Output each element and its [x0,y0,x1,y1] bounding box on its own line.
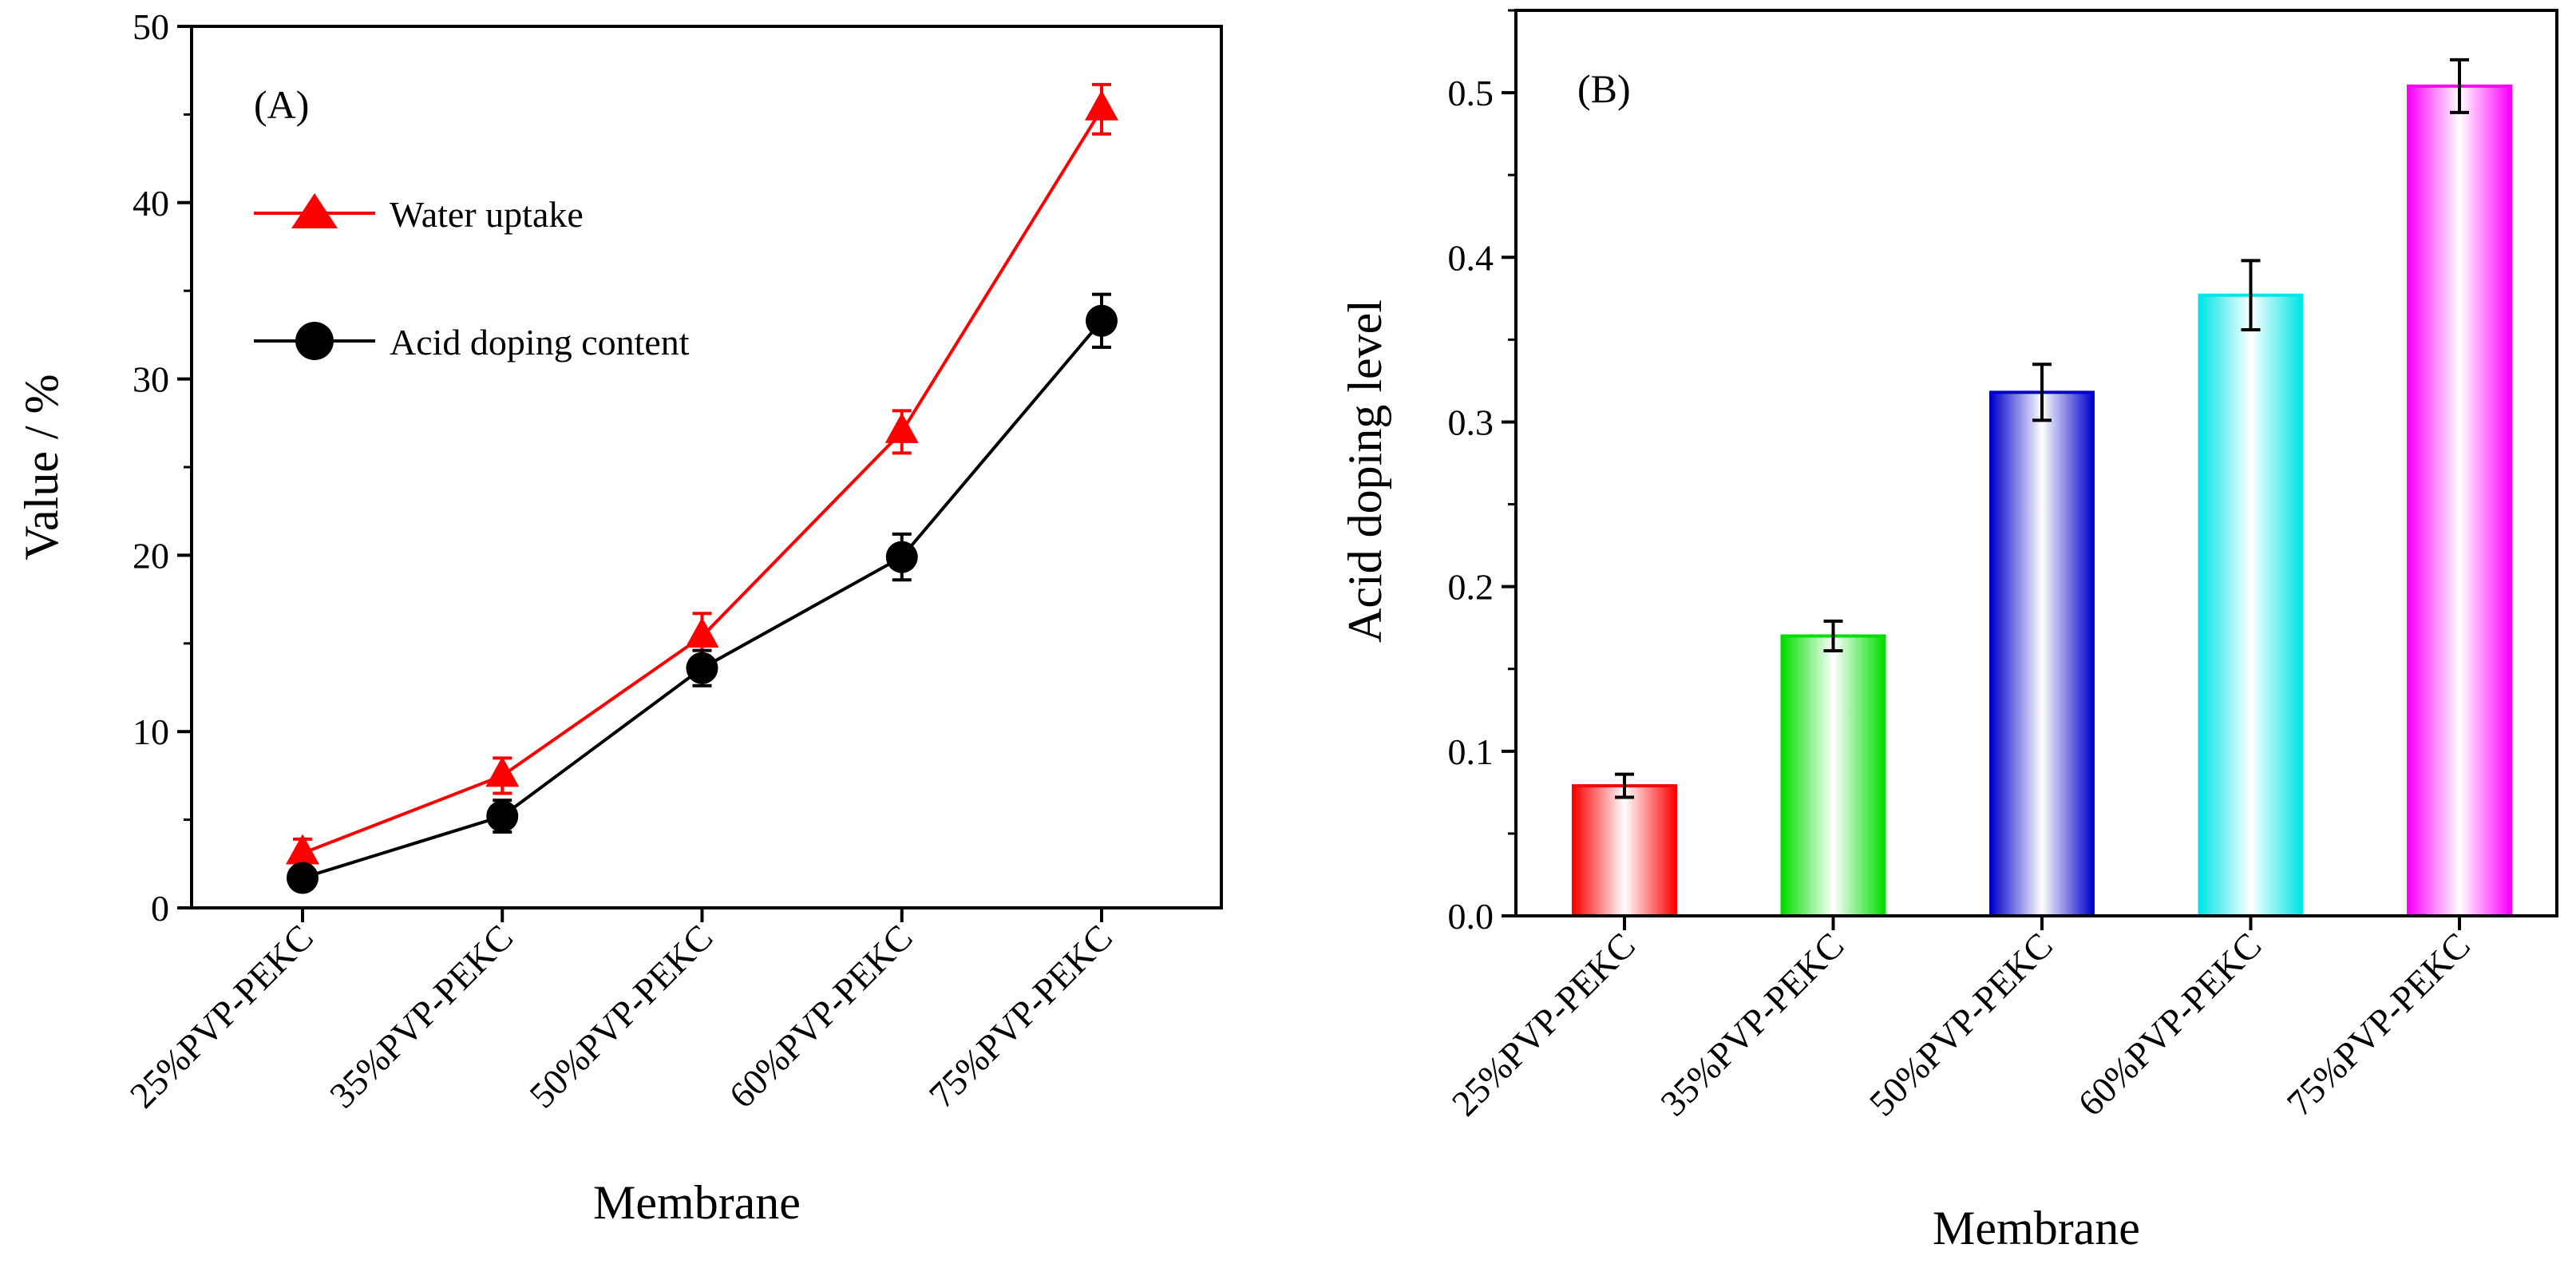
panel-a-y-tick-label: 10 [133,711,169,752]
panel-a-y-tick-label: 20 [133,535,169,576]
panel-a-x-tick-label-25-pvp-pekc: 25%PVP-PEKC [122,917,321,1115]
panel-b-label: (B) [1577,66,1631,111]
panel-b-x-axis-title: Membrane [1933,1202,2140,1254]
panel-b-frame [1514,9,2558,917]
series-acid-doping-content-point [1086,304,1118,337]
panel-b-y-tick-label: 0.5 [1448,73,1494,113]
bar [2407,84,2512,918]
series-water-uptake-point [884,412,919,443]
panel-b-y-tick-label: 0.2 [1448,567,1494,608]
legend-acid-doping-content-label: Acid doping content [390,322,690,363]
series-acid-doping-content-point [287,862,319,894]
panel-a-y-tick-label: 50 [133,6,169,47]
panel-a-y-axis-title: Value / % [15,374,68,560]
panel-a-x-tick-label-50-pvp-pekc: 50%PVP-PEKC [521,917,720,1115]
series-acid-doping-content-point [885,541,918,573]
bar-60-pvp-pekc [2198,259,2304,918]
series-acid-doping-content-line [302,319,1103,880]
panel-a-y-ticks: 0 10 20 30 40 50 [133,6,192,929]
panel-b-x-ticks: 25%PVP-PEKC 35%PVP-PEKC 50%PVP-PEKC 60%PVP-… [1444,916,2478,1123]
panel-b-plot-area [1572,57,2512,918]
panel-a-frame [190,25,1223,909]
bar-35-pvp-pekc [1780,619,1886,917]
legend-item-water-uptake: Water uptake [254,193,584,235]
bar [2198,293,2304,918]
panel-a-x-tick-label-60-pvp-pekc: 60%PVP-PEKC [721,917,920,1115]
panel-a-line-chart: 0 10 20 30 40 50 25%PVP-PEKC 35%PVP-PEKC 50%PVP… [15,6,1223,1229]
panel-b-x-tick-label-35-pvp-pekc: 35%PVP-PEKC [1652,925,1851,1123]
panel-b-y-tick-label: 0.4 [1448,237,1494,278]
panel-a-label: (A) [254,82,309,127]
panel-a-y-tick-label: 40 [133,183,169,224]
legend-acid-doping-content-marker [295,322,334,360]
legend-water-uptake-marker [291,193,338,228]
panel-b-x-tick-label-50-pvp-pekc: 50%PVP-PEKC [1862,925,2060,1123]
series-water-uptake-point [485,756,520,787]
panel-b-x-tick-label-75-pvp-pekc: 75%PVP-PEKC [2279,925,2478,1123]
bar-75-pvp-pekc [2407,57,2512,918]
panel-b-y-ticks: 0.0 0.1 0.2 0.3 0.4 0.5 [1448,9,1516,937]
bar-50-pvp-pekc [1989,363,2095,918]
panel-a-x-tick-label-75-pvp-pekc: 75%PVP-PEKC [921,917,1120,1115]
bar [1989,390,2095,918]
series-acid-doping-content-point [486,800,519,833]
panel-b-bar-chart: 0.0 0.1 0.2 0.3 0.4 0.5 25%PVP-PEKC 35%PVP-PEK… [1339,9,2558,1254]
panel-a-x-ticks: 25%PVP-PEKC 35%PVP-PEKC 50%PVP-PEKC 60%PVP-… [122,908,1120,1115]
series-acid-doping-content-point [686,652,718,684]
panel-b-y-tick-label: 0.0 [1448,896,1494,937]
panel-b-y-tick-label: 0.3 [1448,402,1494,442]
series-water-uptake-point [685,616,719,648]
series-acid-doping-content [287,292,1118,894]
panel-b-x-tick-label-60-pvp-pekc: 60%PVP-PEKC [2070,925,2269,1123]
panel-b-y-axis-title: Acid doping level [1339,299,1391,643]
panel-a-legend: Water uptake Acid doping content [254,193,690,363]
panel-a-plot-area [286,82,1118,894]
bar-25-pvp-pekc [1572,772,1677,918]
panel-a-x-axis-title: Membrane [593,1176,801,1229]
legend-water-uptake-label: Water uptake [390,194,584,235]
panel-a-x-tick-label-35-pvp-pekc: 35%PVP-PEKC [322,917,520,1115]
panel-a-y-tick-label: 30 [133,359,169,400]
bar [1780,634,1886,917]
bar [1572,784,1677,918]
panel-b-x-tick-label-25-pvp-pekc: 25%PVP-PEKC [1444,925,1643,1123]
panel-b-y-tick-label: 0.1 [1448,731,1494,772]
series-water-uptake-point [1085,89,1118,121]
legend-item-acid-doping-content: Acid doping content [254,322,690,363]
panel-a-y-tick-label: 0 [151,888,169,929]
series-water-uptake-point [286,834,319,865]
